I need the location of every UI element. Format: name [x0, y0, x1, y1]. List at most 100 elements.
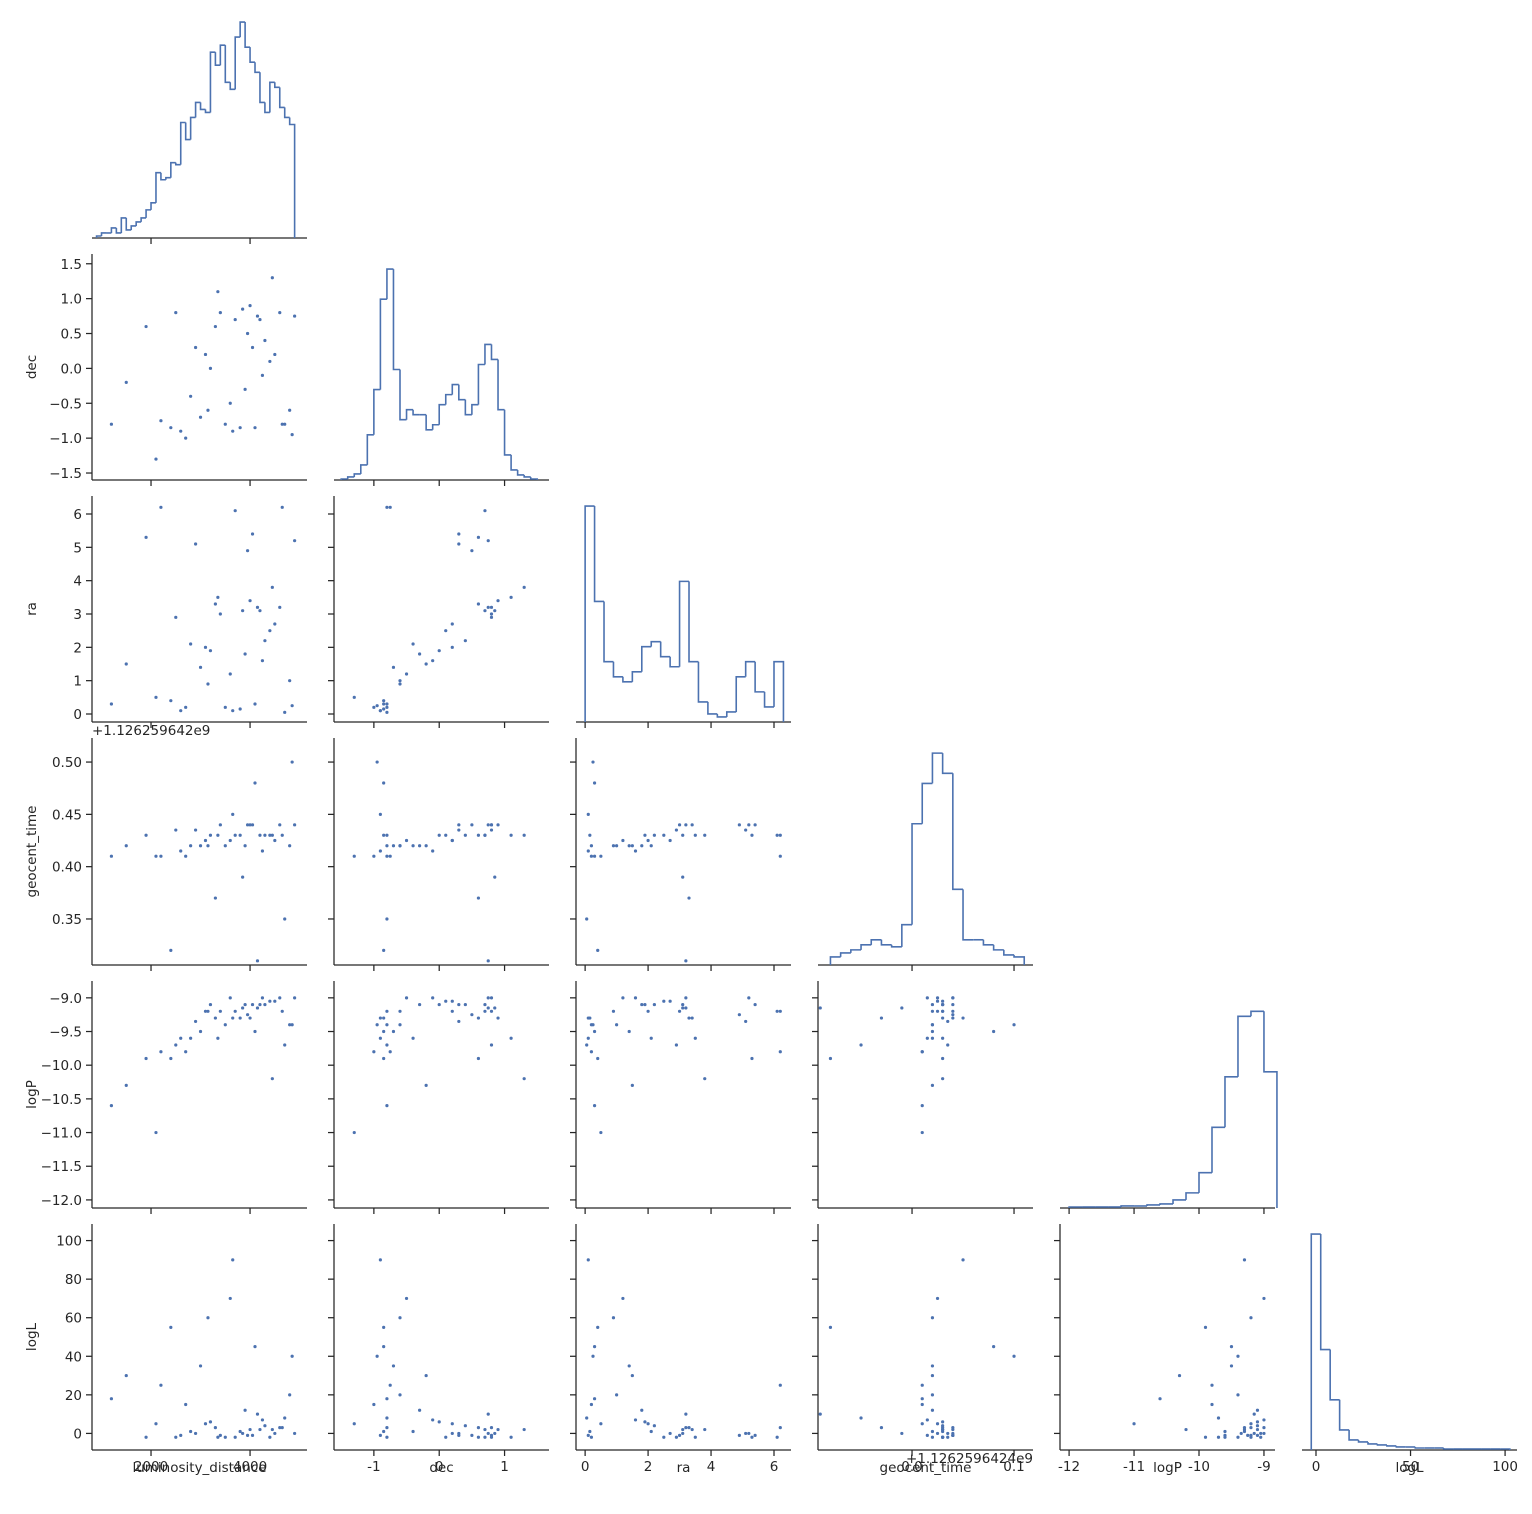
point	[457, 823, 461, 827]
histogram-step	[669, 656, 680, 668]
point	[248, 599, 252, 603]
point	[203, 352, 208, 357]
histogram-step	[593, 506, 605, 603]
point	[382, 833, 386, 837]
point	[248, 1016, 252, 1020]
point	[250, 1433, 255, 1437]
point	[592, 1345, 597, 1349]
y-tick-label: 0.5	[61, 327, 82, 343]
point	[268, 629, 272, 633]
point	[385, 1426, 389, 1430]
y-tick-label: −12.0	[41, 1193, 82, 1209]
histogram-step	[189, 116, 196, 140]
histogram-step	[890, 944, 902, 948]
point	[778, 833, 782, 837]
point	[496, 823, 500, 827]
point	[1262, 1418, 1266, 1422]
point	[1259, 1435, 1263, 1439]
histogram-step	[1386, 1444, 1397, 1447]
point	[253, 426, 257, 430]
point	[437, 833, 441, 837]
point	[241, 1006, 245, 1010]
histogram-step	[735, 676, 746, 712]
point	[930, 1029, 935, 1034]
histogram-step	[931, 752, 943, 784]
point	[463, 1424, 467, 1428]
point	[378, 1433, 382, 1437]
y-tick-label: 0	[73, 1426, 82, 1442]
point	[493, 1431, 497, 1436]
point	[476, 1426, 481, 1430]
point	[159, 1050, 163, 1054]
point	[198, 1364, 203, 1368]
histogram-step	[458, 384, 466, 401]
point	[457, 542, 461, 546]
point	[588, 1429, 592, 1434]
point	[270, 276, 274, 280]
point	[930, 1393, 935, 1397]
point	[418, 844, 422, 848]
point	[640, 1408, 644, 1412]
point	[169, 699, 173, 703]
point	[206, 844, 210, 848]
point	[828, 1056, 833, 1061]
point	[486, 1006, 490, 1010]
point	[920, 1383, 924, 1387]
point	[1210, 1383, 1214, 1387]
histogram-step	[405, 408, 414, 420]
histogram-step	[1367, 1441, 1378, 1445]
point	[174, 615, 178, 619]
point	[159, 1383, 163, 1387]
y-tick-label: 60	[65, 1311, 82, 1327]
point	[946, 1431, 950, 1436]
histogram-step	[170, 161, 176, 178]
point	[1255, 1408, 1260, 1412]
histogram-step	[1329, 1349, 1340, 1401]
point	[184, 1050, 188, 1054]
point	[920, 1130, 924, 1135]
point	[382, 1016, 386, 1020]
point	[859, 1043, 863, 1047]
histogram-step	[464, 399, 472, 416]
point	[1259, 1431, 1263, 1436]
point	[1249, 1422, 1253, 1426]
y-axis-label: dec	[24, 355, 40, 379]
point	[483, 509, 487, 513]
point	[280, 422, 284, 426]
point	[450, 1431, 454, 1436]
point	[476, 602, 481, 606]
point	[687, 1426, 691, 1430]
histogram-step	[911, 822, 923, 925]
point	[775, 833, 779, 837]
point	[486, 959, 490, 963]
histogram-step	[451, 383, 459, 395]
point	[935, 1296, 940, 1301]
histogram-step	[1224, 1076, 1238, 1128]
point	[818, 1412, 822, 1416]
point	[250, 1002, 255, 1007]
point	[391, 1364, 396, 1368]
point	[450, 1422, 454, 1426]
point	[233, 833, 237, 837]
point	[1216, 1416, 1221, 1420]
point	[489, 1426, 494, 1430]
point	[273, 838, 277, 843]
point	[233, 1435, 237, 1439]
point	[496, 1016, 500, 1020]
point	[483, 609, 487, 613]
point	[992, 1345, 996, 1349]
point	[378, 812, 382, 816]
point	[744, 1431, 748, 1436]
point	[352, 1422, 356, 1426]
point	[778, 1009, 782, 1013]
point	[646, 1009, 650, 1013]
point	[159, 505, 163, 509]
point	[621, 1296, 625, 1301]
point	[1255, 1427, 1260, 1432]
point	[144, 833, 148, 837]
point	[391, 844, 396, 848]
point	[522, 1427, 526, 1432]
histogram-step	[603, 601, 614, 663]
histogram-step	[471, 403, 479, 415]
point	[193, 1019, 198, 1024]
